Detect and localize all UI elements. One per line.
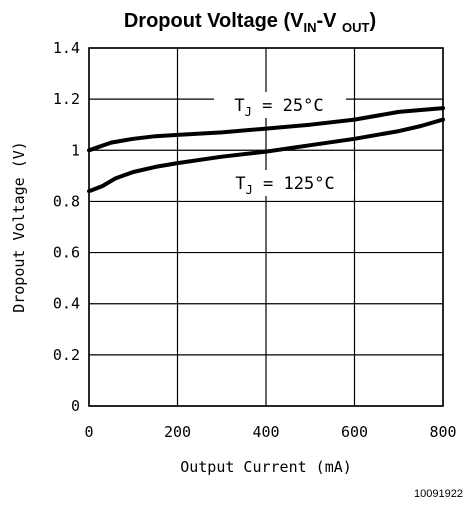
x-tick-label: 200 <box>164 423 191 441</box>
chart-title: Dropout Voltage (VIN-V OUT) <box>124 10 376 35</box>
annotation-tj-125c: TJ = 125°C <box>235 174 334 197</box>
y-tick-label: 0.4 <box>53 295 80 313</box>
figure-code: 10091922 <box>414 488 463 500</box>
x-tick-label: 0 <box>84 423 93 441</box>
series-group <box>87 106 445 194</box>
y-tick-label: 1.4 <box>53 39 80 57</box>
y-tick-label: 0 <box>71 397 80 415</box>
y-tick-label: 1.2 <box>53 90 80 108</box>
annotation-tj-25c: TJ = 25°C <box>234 96 323 119</box>
y-tick-labels: 0 0.2 0.4 0.6 0.8 1 1.2 1.4 <box>53 39 80 415</box>
annotations: TJ = 25°C TJ = 125°C <box>214 92 354 197</box>
series-line-tj-125c <box>87 117 445 194</box>
x-tick-label: 800 <box>429 423 456 441</box>
x-tick-label: 400 <box>252 423 279 441</box>
annotation-background <box>214 170 354 196</box>
x-tick-label: 600 <box>341 423 368 441</box>
y-tick-label: 0.8 <box>53 192 80 210</box>
series-line-tj-25c <box>87 106 445 153</box>
y-tick-label: 1 <box>71 141 80 159</box>
plot-frame <box>88 47 444 407</box>
y-tick-label: 0.2 <box>53 346 80 364</box>
x-axis-label: Output Current (mA) <box>180 458 352 476</box>
annotation-background <box>214 92 346 118</box>
x-tick-labels: 0 200 400 600 800 <box>84 423 456 441</box>
y-axis-label: Dropout Voltage (V) <box>10 141 28 313</box>
y-tick-label: 0.6 <box>53 244 80 262</box>
